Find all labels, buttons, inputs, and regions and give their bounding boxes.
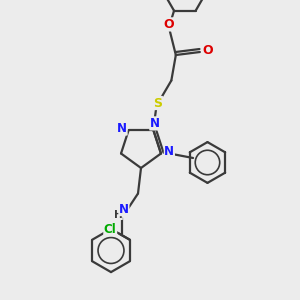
Text: N: N: [119, 202, 129, 216]
Text: N: N: [117, 122, 127, 135]
Text: N: N: [164, 146, 174, 158]
Text: N: N: [150, 117, 160, 130]
Text: H: H: [113, 209, 122, 220]
Text: Cl: Cl: [104, 223, 117, 236]
Text: S: S: [153, 97, 162, 110]
Text: O: O: [202, 44, 213, 57]
Text: O: O: [163, 18, 174, 31]
